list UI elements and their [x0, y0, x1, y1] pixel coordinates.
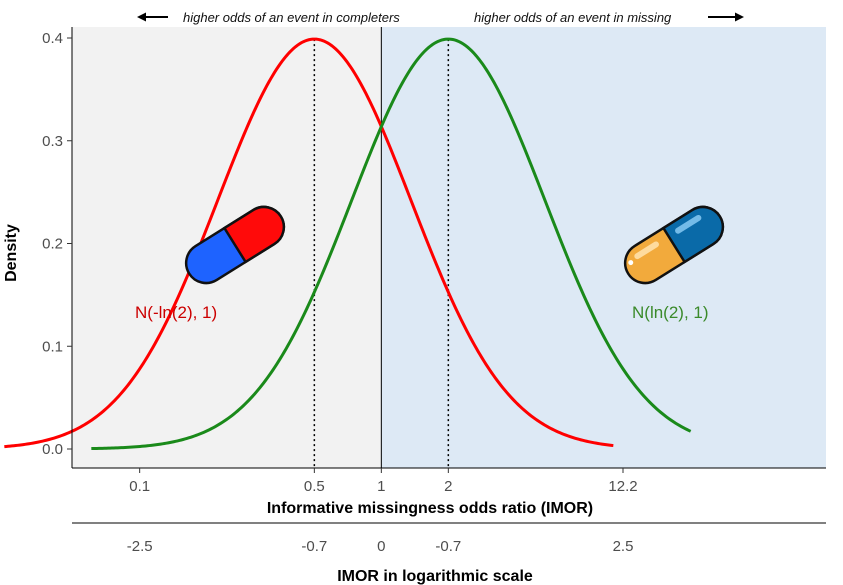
mean-lines	[313, 39, 450, 468]
region-1	[381, 27, 826, 468]
annotation-right: higher odds of an event in missing	[474, 10, 744, 25]
y-tick-label: 0.0	[42, 441, 63, 458]
x-tick-label-imor: 1	[377, 478, 385, 495]
x-ticks-imor: 0.1 0.5 1 2 12.2	[129, 468, 638, 495]
x-tick-label-imor: 2	[444, 478, 452, 495]
x-tick-label-log: -0.7	[435, 538, 461, 555]
shaded-regions	[72, 27, 826, 468]
x-axis-title-log: IMOR in logarithmic scale	[337, 568, 533, 585]
series-label-red: N(-ln(2), 1)	[135, 303, 217, 322]
x-tick-label-log: -0.7	[301, 538, 327, 555]
x-tick-label-imor: 12.2	[608, 478, 637, 495]
x-tick-label-imor: 0.1	[129, 478, 150, 495]
pill-orange-blue-icon	[623, 205, 725, 285]
series-line-1	[91, 37, 692, 451]
y-tick-label: 0.1	[42, 338, 63, 355]
x-tick-label-log: -2.5	[127, 538, 153, 555]
annotation-left-text: higher odds of an event in completers	[183, 10, 400, 25]
series-label-green: N(ln(2), 1)	[632, 303, 709, 322]
x-tick-label-log: 2.5	[613, 538, 634, 555]
axes	[71, 27, 826, 524]
y-axis-title: Density	[3, 224, 20, 282]
pill-red-blue-icon	[184, 205, 286, 285]
y-tick-label: 0.4	[42, 30, 63, 47]
x-tick-label-log: 0	[377, 538, 385, 555]
y-tick-label: 0.3	[42, 133, 63, 150]
annotation-left: higher odds of an event in completers	[137, 10, 400, 25]
x-tick-label-imor: 0.5	[304, 478, 325, 495]
x-ticks-log: -2.5 -0.7 0 -0.7 2.5	[127, 538, 634, 555]
density-curves	[4, 37, 692, 451]
annotation-right-text: higher odds of an event in missing	[474, 10, 672, 25]
y-tick-label: 0.2	[42, 236, 63, 253]
x-axis-title: Informative missingness odds ratio (IMOR…	[267, 500, 593, 517]
series-line-0	[4, 37, 614, 449]
y-ticks: 0.0 0.1 0.2 0.3 0.4	[42, 30, 72, 458]
